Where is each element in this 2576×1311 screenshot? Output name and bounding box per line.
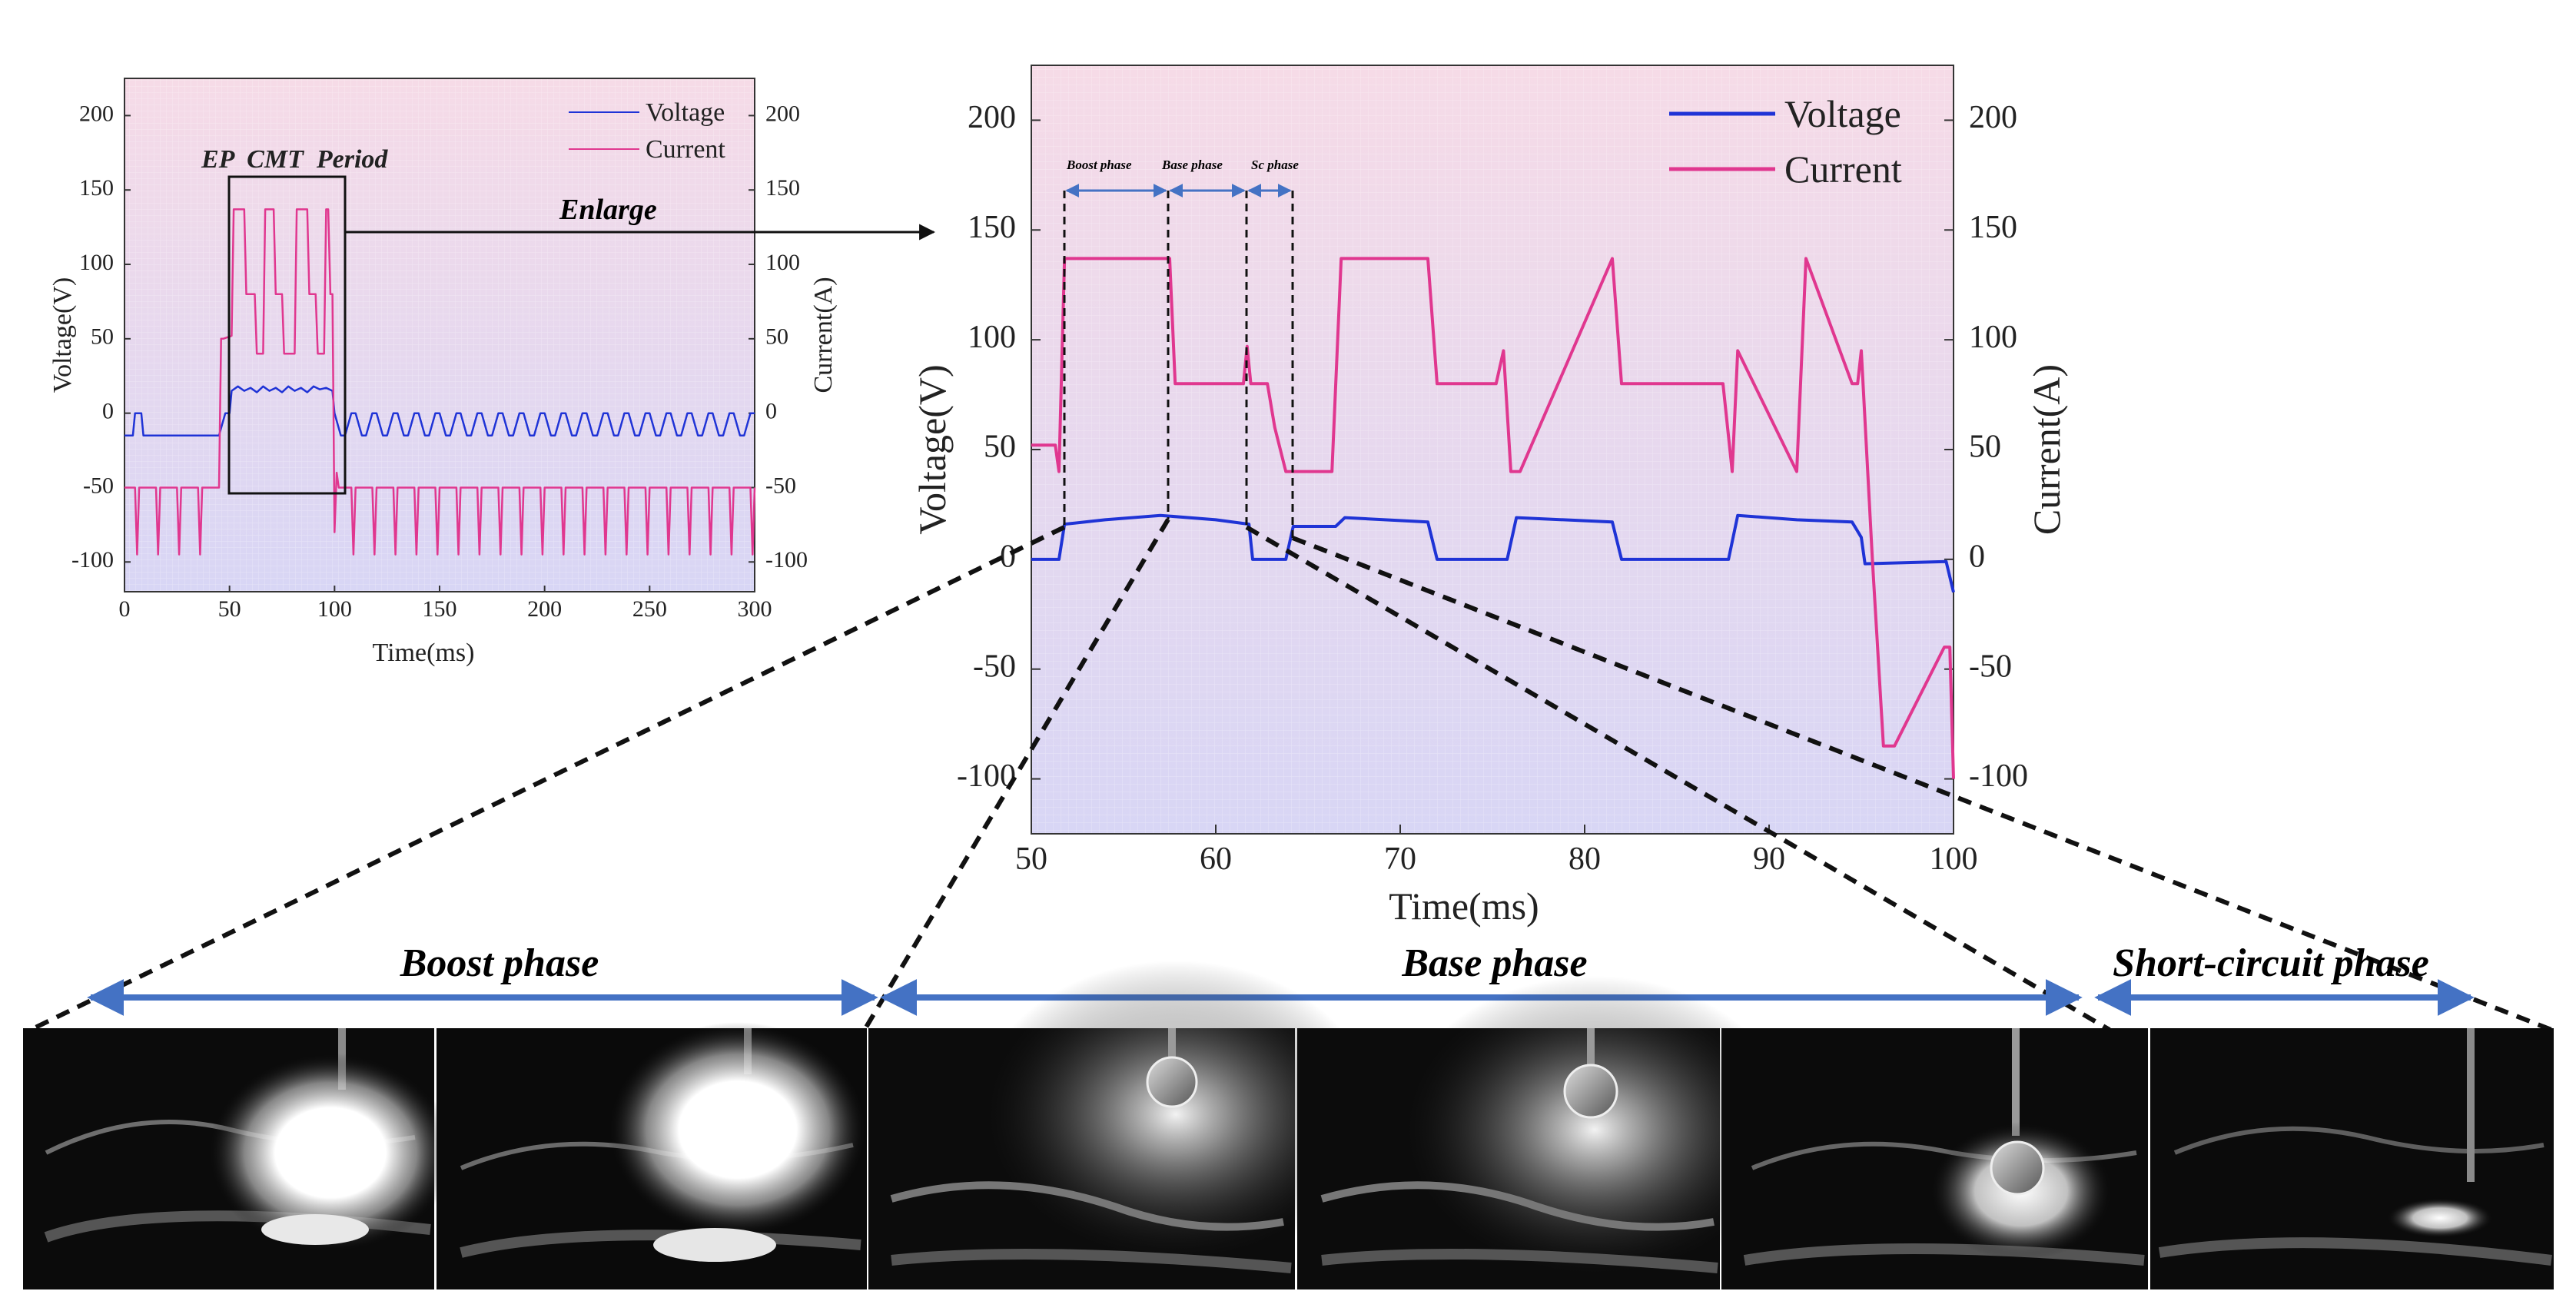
photo-frame-2 xyxy=(437,1022,868,1289)
overview-y2-axis-label: Current(A) xyxy=(809,277,838,393)
current-series-line xyxy=(124,208,756,556)
x-tick-label: 90 xyxy=(1753,841,1785,877)
overview-legend: Voltage Current xyxy=(569,98,725,164)
y2-tick-label: 200 xyxy=(1969,100,2017,135)
y2-tick-label: 200 xyxy=(765,101,800,126)
current-series-line xyxy=(1031,257,1955,779)
y-tick-label: 0 xyxy=(1000,539,1016,574)
photo-strip xyxy=(23,961,2554,1289)
y-tick-label: 150 xyxy=(968,210,1016,245)
enlarged-lines xyxy=(1031,257,1955,779)
y-tick-label: 50 xyxy=(91,324,114,350)
y2-tick-label: 100 xyxy=(765,250,800,275)
enlarge-region-box xyxy=(227,175,347,495)
phase-markers xyxy=(1063,191,1294,538)
y2-tick-label: -50 xyxy=(1969,649,2012,684)
enlarged-legend-voltage-label: Voltage xyxy=(1784,92,1901,135)
y-tick-label: -50 xyxy=(973,649,1016,684)
phase-banners: Boost phase Base phase Short-circuit pha… xyxy=(87,941,2475,1016)
photo-frame-4 xyxy=(1297,976,1794,1289)
overview-y-ticks: 200 150 100 50 0 -50 -100 xyxy=(71,101,131,573)
photo-frame-3 xyxy=(868,961,1376,1289)
connector-boost-left xyxy=(29,525,1066,1032)
x-tick-label: 60 xyxy=(1200,841,1232,877)
y-tick-label: 0 xyxy=(102,399,114,424)
enlarged-legend: Voltage Current xyxy=(1669,92,1902,191)
x-tick-label: 150 xyxy=(423,596,457,622)
overview-chart: 0 50 100 150 200 250 300 200 150 100 50 0 -50 -100 2… xyxy=(48,78,838,667)
y-tick-label: 200 xyxy=(79,101,114,126)
overview-x-axis-label: Time(ms) xyxy=(373,639,475,667)
y-tick-label: 50 xyxy=(984,430,1016,465)
connector-lines xyxy=(29,518,2553,1032)
x-tick-label: 80 xyxy=(1569,841,1601,877)
y-tick-label: 150 xyxy=(79,175,114,201)
y-tick-label: 100 xyxy=(968,320,1016,355)
enlarged-x-ticks: 50 60 70 80 90 100 xyxy=(1015,825,1978,877)
y2-tick-label: 50 xyxy=(1969,430,2001,465)
sc-phase-small-label: Sc phase xyxy=(1251,158,1299,172)
enlarged-x-axis-label: Time(ms) xyxy=(1389,885,1539,928)
x-tick-label: 100 xyxy=(317,596,352,622)
y-tick-label: 200 xyxy=(968,100,1016,135)
connector-boost-right xyxy=(862,518,1170,1031)
voltage-series-line xyxy=(1031,513,1955,593)
y-tick-label: -50 xyxy=(83,473,114,498)
y-tick-label: -100 xyxy=(957,758,1016,794)
enlarged-legend-current-label: Current xyxy=(1784,148,1902,191)
enlarged-y2-axis-label: Current(A) xyxy=(2025,364,2068,535)
overview-legend-voltage-label: Voltage xyxy=(646,98,725,127)
voltage-series-line xyxy=(124,385,755,436)
photo-frame-1 xyxy=(23,1028,453,1289)
y2-tick-label: -100 xyxy=(1969,758,2028,794)
overview-legend-current-label: Current xyxy=(646,135,725,164)
x-tick-label: 70 xyxy=(1384,841,1416,877)
connector-sc-right xyxy=(1291,536,2553,1032)
photo-frame-6 xyxy=(2150,1028,2554,1289)
y2-tick-label: 150 xyxy=(1969,210,2017,245)
base-phase-label: Base phase xyxy=(1401,941,1587,985)
y2-tick-label: -50 xyxy=(765,473,796,498)
x-tick-label: 200 xyxy=(527,596,562,622)
base-phase-small-label: Base phase xyxy=(1161,158,1223,172)
ep-cmt-period-label: EP CMT Period xyxy=(201,145,388,174)
y2-tick-label: 0 xyxy=(1969,539,1985,574)
overview-y-axis-label: Voltage(V) xyxy=(48,277,77,393)
y-tick-label: -100 xyxy=(71,547,114,573)
x-tick-label: 250 xyxy=(632,596,667,622)
x-tick-label: 100 xyxy=(1930,841,1978,877)
overview-lines xyxy=(124,208,756,556)
overview-x-ticks: 0 50 100 150 200 250 300 xyxy=(119,586,772,622)
y2-tick-label: 0 xyxy=(765,399,777,424)
x-tick-label: 50 xyxy=(1015,841,1047,877)
enlarged-y-ticks: 200 150 100 50 0 -50 -100 xyxy=(957,100,1041,794)
enlarge-label: Enlarge xyxy=(559,194,657,226)
enlarged-chart: 50 60 70 80 90 100 200 150 100 50 0 -50 -100 200 150… xyxy=(911,65,2068,928)
y-tick-label: 100 xyxy=(79,250,114,275)
overview-y2-ticks: 200 150 100 50 0 -50 -100 xyxy=(749,101,808,573)
enlarged-y2-ticks: 200 150 100 50 0 -50 -100 xyxy=(1944,100,2028,794)
photo-frame-5 xyxy=(1721,1028,2148,1289)
enlarged-y-axis-label: Voltage(V) xyxy=(911,364,954,534)
x-tick-label: 0 xyxy=(119,596,131,622)
x-tick-label: 50 xyxy=(218,596,241,622)
y2-tick-label: -100 xyxy=(765,547,808,573)
x-tick-label: 300 xyxy=(738,596,772,622)
short-circuit-phase-label: Short-circuit phase xyxy=(2113,941,2429,985)
connector-base-right xyxy=(1245,525,2111,1032)
y2-tick-label: 50 xyxy=(765,324,788,350)
y2-tick-label: 150 xyxy=(765,175,800,201)
boost-phase-small-label: Boost phase xyxy=(1066,158,1132,172)
y2-tick-label: 100 xyxy=(1969,320,2017,355)
boost-phase-label: Boost phase xyxy=(400,941,599,985)
